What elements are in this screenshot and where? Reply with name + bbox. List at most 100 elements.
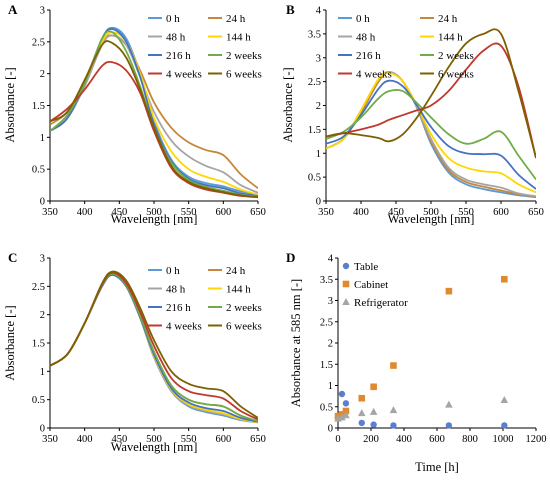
legend-0-h-label: 0 h bbox=[166, 13, 180, 25]
series-refrigerator-point bbox=[342, 411, 350, 419]
x-axis-title: Wavelength [nm] bbox=[111, 440, 198, 454]
y-tick-label: 1.5 bbox=[32, 101, 45, 112]
y-axis-title: Absorbance [-] bbox=[3, 305, 17, 380]
series-refrigerator-point bbox=[369, 407, 378, 415]
y-tick-label: 2 bbox=[40, 69, 45, 80]
legend-0-h-label: 0 h bbox=[166, 265, 180, 277]
y-tick-label: 2.5 bbox=[320, 317, 333, 328]
x-tick-label: 600 bbox=[215, 434, 231, 445]
x-tick-label: 1200 bbox=[526, 434, 547, 445]
series-cabinet-point bbox=[390, 362, 397, 369]
series-4-weeks-line bbox=[326, 42, 536, 159]
series-cabinet-point bbox=[370, 383, 377, 391]
x-tick-label: 600 bbox=[429, 434, 445, 445]
legend-6-weeks-label: 6 weeks bbox=[438, 69, 474, 81]
legend-refrigerator-label: Refrigerator bbox=[354, 297, 408, 309]
series-cabinet-point bbox=[445, 287, 453, 295]
x-tick-label: 550 bbox=[181, 434, 197, 445]
series-table-point bbox=[390, 422, 397, 429]
x-axis-title: Wavelength [nm] bbox=[388, 212, 475, 226]
legend-refrigerator-swatch bbox=[342, 298, 350, 305]
y-tick-label: 3 bbox=[328, 296, 333, 307]
panel-b: B 0 0.5 1 1.5 2 2.5 3 3.5 4 350 400 450 500 550 600 650 W… bbox=[281, 2, 544, 226]
series-table-point bbox=[338, 390, 346, 398]
x-tick-label: 600 bbox=[215, 207, 231, 218]
x-tick-label: 450 bbox=[111, 207, 127, 218]
x-tick-label: 0 bbox=[335, 434, 340, 445]
x-tick-label: 200 bbox=[363, 434, 379, 445]
y-tick-label: 0.5 bbox=[32, 395, 45, 406]
series-table-point bbox=[342, 400, 350, 407]
x-tick-label: 350 bbox=[318, 207, 334, 218]
x-tick-label: 650 bbox=[250, 207, 266, 218]
x-tick-label: 650 bbox=[250, 434, 266, 445]
y-tick-label: 1 bbox=[316, 149, 321, 160]
legend-24-h-label: 24 h bbox=[438, 13, 458, 25]
x-axis-title: Wavelength [nm] bbox=[111, 212, 198, 226]
x-tick-label: 350 bbox=[42, 434, 58, 445]
legend-24-h-label: 24 h bbox=[226, 265, 246, 277]
series-6-weeks-line bbox=[326, 28, 536, 159]
panel-a: A 0 0.5 1 1.5 2 2.5 3 350 400 450 500 550 600 650 Wavel… bbox=[3, 2, 266, 226]
y-tick-label: 3.5 bbox=[308, 29, 321, 40]
y-tick-label: 0 bbox=[316, 197, 321, 208]
legend-216-h-label: 216 h bbox=[356, 50, 381, 62]
y-tick-label: 1.5 bbox=[308, 125, 321, 136]
y-tick-label: 2.5 bbox=[32, 282, 45, 293]
series-cabinet-point bbox=[501, 275, 508, 283]
series-table-point bbox=[358, 419, 365, 427]
y-tick-label: 3 bbox=[40, 6, 45, 17]
x-tick-label: 550 bbox=[181, 207, 197, 218]
y-tick-label: 1.5 bbox=[320, 360, 333, 371]
x-tick-label: 400 bbox=[396, 434, 412, 445]
legend-4-weeks-label: 4 weeks bbox=[356, 69, 392, 81]
series-144-h-line bbox=[326, 72, 536, 194]
series-table-point bbox=[501, 422, 508, 429]
y-tick-label: 2 bbox=[328, 339, 333, 350]
x-tick-label: 800 bbox=[462, 434, 478, 445]
panel-label: B bbox=[286, 2, 295, 17]
legend-0-h-label: 0 h bbox=[356, 13, 370, 25]
legend-216-h-label: 216 h bbox=[166, 50, 191, 62]
x-tick-label: 350 bbox=[42, 207, 58, 218]
series-6-weeks-line bbox=[50, 40, 258, 199]
x-tick-label: 500 bbox=[423, 207, 439, 218]
y-tick-label: 1 bbox=[40, 133, 45, 144]
x-tick-label: 600 bbox=[493, 207, 509, 218]
y-tick-label: 0 bbox=[40, 424, 45, 435]
panel-label: D bbox=[286, 250, 295, 265]
x-axis-title: Time [h] bbox=[415, 460, 459, 474]
x-tick-label: 400 bbox=[77, 207, 93, 218]
series-refrigerator-point bbox=[389, 406, 398, 414]
y-tick-label: 0.5 bbox=[32, 165, 45, 176]
legend-2-weeks-label: 2 weeks bbox=[226, 302, 262, 314]
series-cabinet-point bbox=[342, 407, 350, 415]
panel-label: A bbox=[8, 2, 18, 17]
legend-4-weeks-label: 4 weeks bbox=[166, 69, 202, 81]
y-tick-label: 3 bbox=[316, 53, 321, 64]
x-tick-label: 400 bbox=[353, 207, 369, 218]
series-6-weeks-line bbox=[50, 270, 258, 419]
legend-216-h-label: 216 h bbox=[166, 302, 191, 314]
y-tick-label: 1 bbox=[328, 381, 333, 392]
y-tick-label: 0 bbox=[40, 197, 45, 208]
y-tick-label: 4 bbox=[328, 254, 334, 265]
y-tick-label: 2 bbox=[316, 101, 321, 112]
y-tick-label: 4 bbox=[316, 6, 322, 17]
y-tick-label: 1.5 bbox=[32, 339, 45, 350]
series-2-weeks-line bbox=[326, 89, 536, 181]
y-tick-label: 1 bbox=[40, 367, 45, 378]
y-tick-label: 3 bbox=[40, 254, 45, 265]
legend-6-weeks-label: 6 weeks bbox=[226, 69, 262, 81]
x-tick-label: 550 bbox=[458, 207, 474, 218]
legend-cabinet-label: Cabinet bbox=[354, 279, 388, 291]
series-refrigerator-point bbox=[500, 395, 509, 403]
legend-144-h-label: 144 h bbox=[226, 284, 251, 296]
x-tick-label: 500 bbox=[146, 434, 162, 445]
y-axis-title: Absorbance [-] bbox=[281, 67, 295, 142]
legend-cabinet-swatch bbox=[342, 280, 350, 288]
series-refrigerator-point bbox=[338, 413, 346, 421]
y-tick-label: 2.5 bbox=[32, 37, 45, 48]
panel-d: D 0 0.5 1 1.5 2 2.5 3 3.5 4 0 200 400 600 800 1000 1200 T… bbox=[286, 250, 547, 474]
